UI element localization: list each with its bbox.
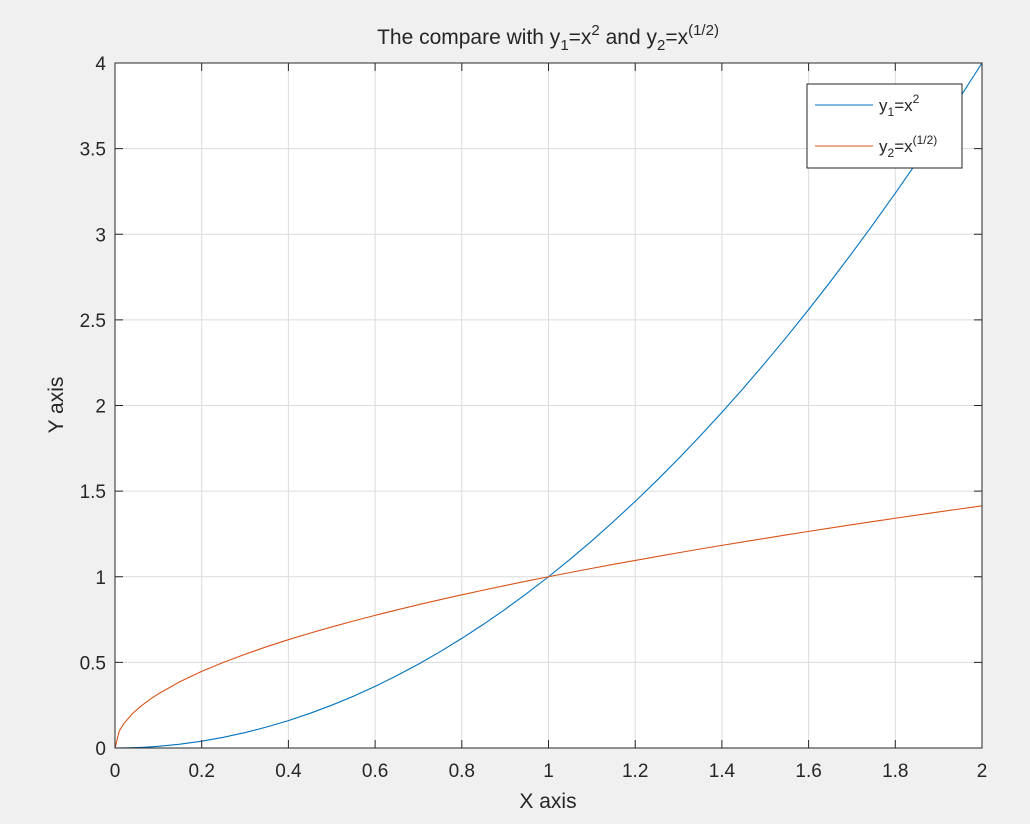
title-sup1: 2 xyxy=(591,22,599,39)
series-line-y2 xyxy=(114,505,983,749)
title-mid2: and y xyxy=(600,26,658,49)
x-tick-label: 0.8 xyxy=(449,761,475,782)
y-axis-label: Y axis xyxy=(45,377,68,434)
y-tick-label: 4 xyxy=(95,54,106,75)
y-tick-label: 3.5 xyxy=(80,140,106,161)
title-sub2: 2 xyxy=(657,37,665,54)
legend-label-y2: y2=x(1/2) xyxy=(879,133,937,160)
legend-y2-sup: (1/2) xyxy=(913,133,938,147)
series-layer xyxy=(114,62,983,749)
x-tick-label: 0 xyxy=(110,761,121,782)
chart-title: The compare with y1=x2 and y2=x(1/2) xyxy=(377,22,719,54)
y-tick-label: 3 xyxy=(95,225,106,246)
series-line-y1 xyxy=(114,62,983,749)
legend-y1-sup: 2 xyxy=(913,92,920,106)
legend-y2-base: y xyxy=(879,137,888,156)
title-sub1: 1 xyxy=(560,37,568,54)
x-tick-label: 1.8 xyxy=(882,761,908,782)
title-prefix: The compare with y xyxy=(377,26,561,49)
legend-y1-mid: =x xyxy=(894,96,913,115)
y-tick-label: 1.5 xyxy=(80,482,106,503)
tick-marks xyxy=(114,62,983,749)
title-sup2: (1/2) xyxy=(688,22,719,39)
title-mid3: =x xyxy=(665,26,688,49)
legend-y1-sub: 1 xyxy=(888,105,895,119)
legend-y2-mid: =x xyxy=(894,137,913,156)
x-tick-label: 0.6 xyxy=(362,761,388,782)
x-tick-label: 1.4 xyxy=(709,761,736,782)
legend-y1-base: y xyxy=(879,96,888,115)
legend: y1=x2 y2=x(1/2) xyxy=(806,83,963,169)
x-axis-label: X axis xyxy=(519,790,576,813)
y-tick-label: 0.5 xyxy=(80,653,106,674)
x-tick-labels: 0 0.2 0.4 0.6 0.8 1 1.2 1.4 1.6 1.8 2 xyxy=(110,761,988,782)
x-tick-label: 0.4 xyxy=(275,761,302,782)
x-tick-label: 1.2 xyxy=(622,761,648,782)
y-tick-label: 2 xyxy=(95,397,106,418)
y-tick-labels: 0 0.5 1 1.5 2 2.5 3 3.5 4 xyxy=(80,54,107,760)
legend-label-y1: y1=x2 xyxy=(879,92,920,119)
x-tick-label: 0.2 xyxy=(188,761,214,782)
y-tick-label: 0 xyxy=(95,739,106,760)
title-mid1: =x xyxy=(569,26,592,49)
y-tick-label: 1 xyxy=(95,568,106,589)
x-tick-label: 1 xyxy=(543,761,554,782)
x-tick-label: 1.6 xyxy=(795,761,821,782)
y-tick-label: 2.5 xyxy=(80,311,106,332)
x-tick-label: 2 xyxy=(977,761,988,782)
legend-box xyxy=(806,83,963,169)
legend-y2-sub: 2 xyxy=(888,146,895,160)
